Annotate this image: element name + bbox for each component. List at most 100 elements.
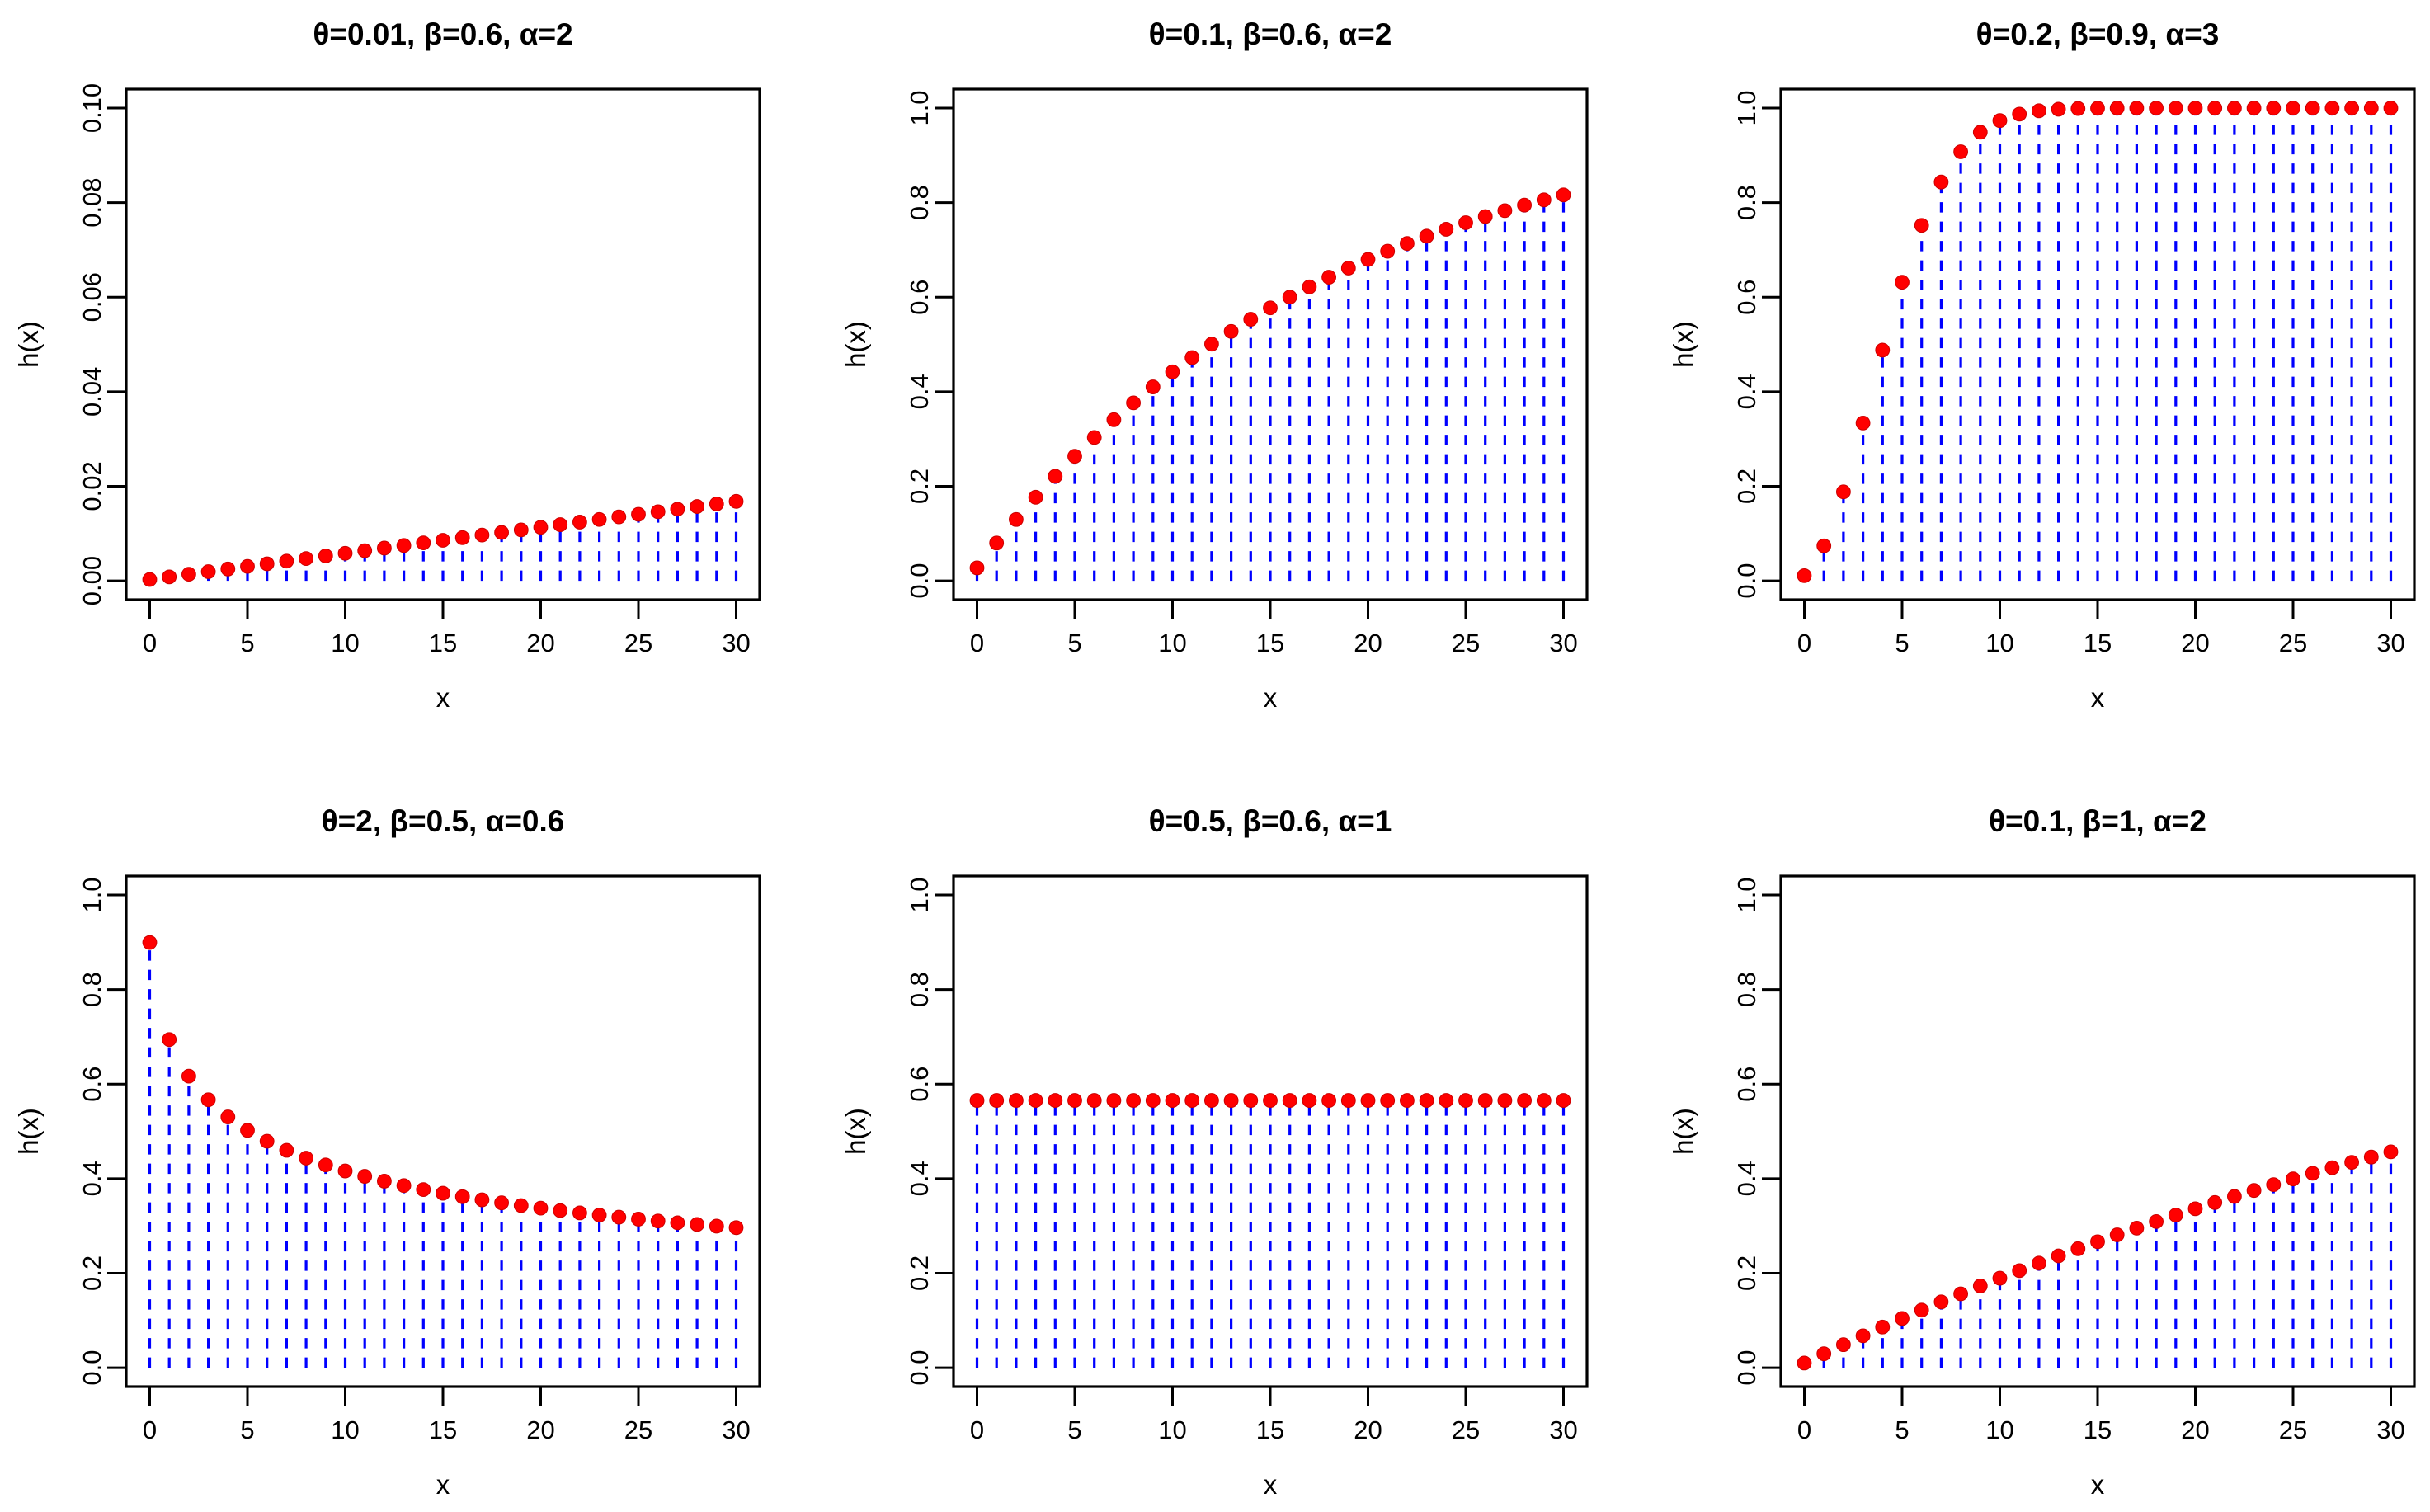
data-point: [1419, 1093, 1434, 1108]
data-point: [572, 1205, 587, 1221]
y-tick-label: 0.6: [905, 280, 934, 315]
y-tick-label: 0.2: [78, 1255, 106, 1291]
x-tick-label: 10: [331, 629, 359, 657]
data-point: [142, 572, 158, 587]
data-point: [1836, 484, 1851, 500]
data-point: [611, 1209, 627, 1225]
panel-title: θ=0.5, β=0.6, α=1: [1149, 804, 1392, 838]
y-tick-label: 0.10: [78, 83, 106, 133]
data-point: [1086, 1093, 1102, 1108]
data-point: [2305, 101, 2320, 115]
x-tick-label: 15: [1256, 1415, 1284, 1444]
x-tick-label: 5: [240, 1415, 254, 1444]
data-point: [553, 517, 568, 532]
data-point: [2090, 101, 2105, 116]
data-point: [969, 560, 985, 576]
data-point: [989, 1093, 1005, 1108]
x-tick-label: 20: [2181, 1415, 2209, 1444]
data-point: [279, 1142, 294, 1158]
data-point: [162, 1032, 177, 1048]
data-point: [1302, 279, 1317, 294]
data-point: [2286, 101, 2300, 115]
y-tick-label: 0.8: [905, 185, 934, 220]
data-point: [631, 1212, 646, 1227]
data-point: [377, 540, 392, 556]
data-point: [2109, 1227, 2125, 1242]
data-point: [650, 1213, 666, 1229]
data-point: [1797, 1355, 1812, 1371]
data-point: [1517, 1093, 1532, 1108]
data-point: [299, 551, 314, 567]
data-point: [396, 1178, 412, 1194]
y-tick-label: 0.00: [78, 556, 106, 605]
data-point: [1340, 261, 1356, 276]
x-tick-label: 30: [722, 629, 750, 657]
plot-panel-4: θ=2, β=0.5, α=0.6 x h(x) 0 5 10 15 20 25 30 0.0 0.2…: [13, 804, 761, 1500]
data-point: [1914, 1302, 1929, 1318]
data-point: [436, 533, 450, 548]
data-point: [2109, 101, 2125, 115]
y-tick-label: 0.0: [1732, 1350, 1761, 1386]
data-point: [474, 1192, 490, 1208]
data-point: [259, 1133, 275, 1149]
data-point: [572, 515, 587, 530]
data-point: [1360, 252, 1376, 267]
data-point: [1458, 1093, 1473, 1108]
x-tick-label: 30: [1549, 1415, 1577, 1444]
x-tick-label: 30: [1549, 629, 1577, 657]
data-point: [1302, 1093, 1317, 1108]
data-point: [533, 1200, 549, 1216]
data-point: [454, 1189, 470, 1204]
data-point: [200, 564, 216, 579]
y-tick-label: 0.8: [1732, 972, 1761, 1007]
y-tick-label: 0.4: [78, 1161, 106, 1196]
x-tick-label: 5: [240, 629, 254, 657]
data-point: [1556, 1093, 1571, 1108]
data-point: [1184, 1093, 1200, 1108]
y-tick-label: 0.2: [1732, 469, 1761, 504]
data-point: [513, 1198, 529, 1213]
plot-panel-3: θ=0.2, β=0.9, α=3 x h(x) 0 5 10 15 20 25 30 0.0 0.2…: [1668, 17, 2416, 713]
x-tick-label: 30: [2376, 629, 2404, 657]
data-point: [1953, 144, 1969, 159]
x-tick-label: 25: [2279, 1415, 2307, 1444]
data-point: [162, 569, 177, 585]
data-point: [1028, 1093, 1043, 1108]
data-point: [2207, 1194, 2223, 1210]
data-point: [337, 545, 353, 561]
y-tick-label: 0.4: [1732, 1161, 1761, 1196]
panel-title: θ=0.01, β=0.6, α=2: [313, 17, 572, 51]
data-point: [2227, 1189, 2242, 1204]
data-point: [1992, 1270, 2008, 1286]
data-point: [2266, 101, 2282, 115]
x-tick-label: 0: [143, 629, 157, 657]
data-point: [454, 530, 470, 545]
data-point: [533, 520, 549, 535]
data-point: [1556, 187, 1571, 203]
data-point: [2168, 1208, 2183, 1222]
data-point: [2246, 1183, 2262, 1199]
data-point: [690, 499, 704, 514]
data-point: [1067, 1093, 1082, 1108]
data-point: [357, 543, 373, 558]
y-tick-label: 0.6: [1732, 280, 1761, 315]
x-tick-label: 20: [2181, 629, 2209, 657]
y-tick-label: 0.0: [905, 563, 934, 599]
data-point: [1145, 1093, 1161, 1108]
x-axis-label: x: [436, 682, 450, 713]
data-point: [1895, 275, 1910, 290]
data-point: [181, 567, 196, 582]
x-axis-label: x: [1264, 1469, 1278, 1500]
data-point: [2383, 1144, 2399, 1160]
data-point: [2168, 101, 2183, 115]
y-tick-label: 0.8: [1732, 185, 1761, 220]
data-point: [1816, 1346, 1832, 1362]
x-tick-label: 0: [143, 1415, 157, 1444]
data-point: [142, 935, 158, 950]
data-point: [2324, 1160, 2340, 1175]
y-tick-label: 0.4: [1732, 374, 1761, 409]
y-axis-label: h(x): [13, 321, 44, 368]
data-point: [728, 493, 744, 509]
plot-panel-5: θ=0.5, β=0.6, α=1 x h(x) 0 5 10 15 20 25 30 0.0 0.2…: [841, 804, 1589, 1500]
data-point: [1895, 1311, 1910, 1326]
